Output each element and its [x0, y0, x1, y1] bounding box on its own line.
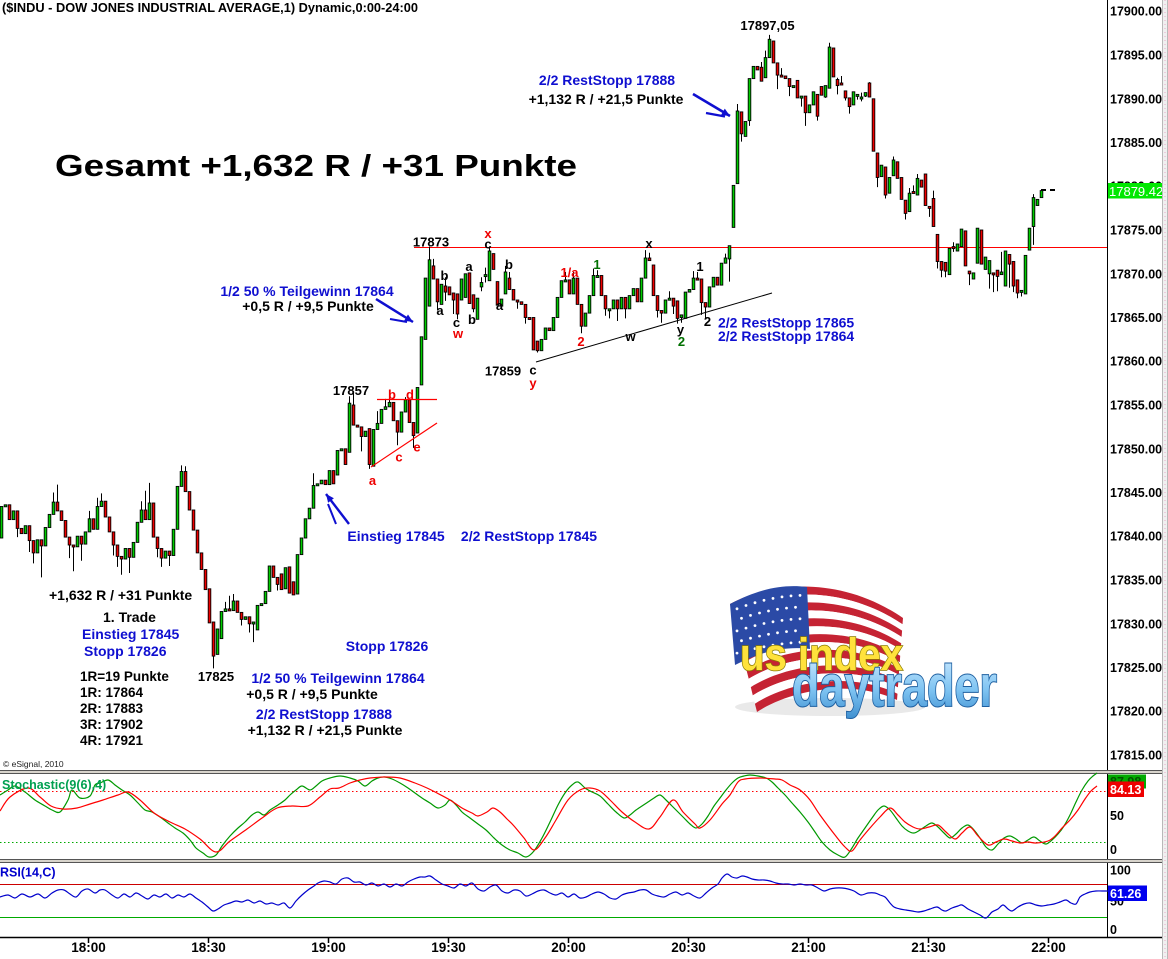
svg-text:1/2 50 % Teilgewinn 17864: 1/2 50 % Teilgewinn 17864 [251, 670, 424, 686]
svg-text:17870.00: 17870.00 [1110, 267, 1162, 281]
svg-text:1: 1 [593, 257, 600, 272]
svg-text:y: y [677, 322, 685, 337]
svg-text:18:30: 18:30 [191, 940, 226, 955]
svg-text:w: w [624, 329, 636, 344]
svg-text:+1,132 R / +21,5 Punkte: +1,132 R / +21,5 Punkte [529, 91, 684, 107]
svg-text:20:00: 20:00 [551, 940, 586, 955]
svg-text:1/a: 1/a [560, 265, 579, 280]
svg-text:17865.00: 17865.00 [1110, 311, 1162, 325]
svg-text:84.13: 84.13 [1110, 783, 1141, 797]
svg-text:3R: 17902: 3R: 17902 [80, 717, 143, 732]
svg-text:© eSignal, 2010: © eSignal, 2010 [3, 759, 64, 769]
svg-text:RSI(14,C): RSI(14,C) [0, 866, 56, 880]
svg-text:1R: 17864: 1R: 17864 [80, 685, 144, 700]
svg-text:21:30: 21:30 [911, 940, 946, 955]
svg-text:c: c [484, 237, 491, 252]
svg-text:c: c [453, 315, 460, 330]
svg-text:b: b [468, 312, 476, 327]
svg-text:($INDU - DOW JONES INDUSTRIAL: ($INDU - DOW JONES INDUSTRIAL AVERAGE,1)… [2, 1, 418, 15]
svg-text:Stopp 17826: Stopp 17826 [346, 638, 429, 654]
svg-text:x: x [645, 236, 653, 251]
svg-text:2: 2 [678, 334, 685, 349]
svg-text:17840.00: 17840.00 [1110, 530, 1162, 544]
svg-text:100: 100 [1110, 864, 1131, 878]
svg-text:17825.00: 17825.00 [1110, 661, 1162, 675]
svg-text:17850.00: 17850.00 [1110, 442, 1162, 456]
svg-text:a: a [465, 259, 473, 274]
svg-text:4R: 17921: 4R: 17921 [80, 733, 144, 748]
svg-text:c: c [395, 450, 402, 465]
svg-text:us index: us index [740, 629, 903, 680]
svg-text:x: x [484, 226, 492, 241]
svg-text:b: b [505, 257, 513, 272]
svg-text:2/2 RestStopp 17888: 2/2 RestStopp 17888 [256, 706, 392, 722]
svg-text:2/2 RestStopp 17845: 2/2 RestStopp 17845 [461, 528, 597, 544]
svg-text:b: b [441, 268, 449, 283]
svg-text:0: 0 [1110, 923, 1117, 937]
svg-text:Gesamt +1,632 R / +31 Punkte: Gesamt +1,632 R / +31 Punkte [55, 148, 577, 183]
svg-text:0: 0 [1110, 843, 1117, 857]
svg-text:17845.00: 17845.00 [1110, 486, 1162, 500]
svg-text:17890.00: 17890.00 [1110, 92, 1162, 106]
svg-text:2: 2 [704, 314, 711, 329]
svg-text:Einstieg 17845: Einstieg 17845 [347, 528, 444, 544]
svg-text:17820.00: 17820.00 [1110, 705, 1162, 719]
svg-text:2/2 RestStopp 17865: 2/2 RestStopp 17865 [718, 315, 854, 331]
svg-text:y: y [529, 376, 537, 391]
svg-text:20:30: 20:30 [671, 940, 706, 955]
svg-text:17860.00: 17860.00 [1110, 355, 1162, 369]
svg-text:17857: 17857 [333, 383, 369, 398]
svg-text:17900.00: 17900.00 [1110, 5, 1162, 19]
svg-text:c: c [529, 363, 536, 378]
svg-text:17825: 17825 [198, 669, 234, 684]
svg-text:a: a [496, 298, 504, 313]
svg-text:1R=19 Punkte: 1R=19 Punkte [80, 669, 169, 684]
svg-text:18:00: 18:00 [71, 940, 106, 955]
svg-text:17895.00: 17895.00 [1110, 49, 1162, 63]
svg-text:17830.00: 17830.00 [1110, 617, 1162, 631]
svg-text:17855.00: 17855.00 [1110, 399, 1162, 413]
svg-text:a: a [369, 473, 377, 488]
svg-text:+1,632 R / +31 Punkte: +1,632 R / +31 Punkte [49, 587, 192, 603]
svg-text:Stopp 17826: Stopp 17826 [84, 643, 167, 659]
svg-text:2R: 17883: 2R: 17883 [80, 701, 144, 716]
svg-text:17885.00: 17885.00 [1110, 136, 1162, 150]
svg-text:17897,05: 17897,05 [740, 18, 794, 33]
svg-text:22:00: 22:00 [1031, 940, 1066, 955]
svg-text:17875.00: 17875.00 [1110, 224, 1162, 238]
svg-text:17879.42: 17879.42 [1109, 184, 1163, 199]
svg-text:+1,132 R / +21,5 Punkte: +1,132 R / +21,5 Punkte [248, 722, 403, 738]
svg-text:daytrader: daytrader [792, 654, 997, 719]
svg-text:+0,5 R / +9,5 Punkte: +0,5 R / +9,5 Punkte [242, 298, 374, 314]
svg-text:1. Trade: 1. Trade [103, 609, 156, 625]
svg-text:a: a [436, 303, 444, 318]
svg-text:50: 50 [1110, 809, 1124, 823]
svg-text:2: 2 [577, 334, 584, 349]
svg-text:61.26: 61.26 [1110, 887, 1141, 901]
svg-text:e: e [413, 440, 420, 455]
svg-text:17859: 17859 [485, 364, 521, 379]
svg-text:19:00: 19:00 [311, 940, 346, 955]
svg-text:17815.00: 17815.00 [1110, 749, 1162, 763]
svg-text:21:00: 21:00 [791, 940, 826, 955]
svg-text:17835.00: 17835.00 [1110, 574, 1162, 588]
svg-text:+0,5 R / +9,5 Punkte: +0,5 R / +9,5 Punkte [246, 686, 378, 702]
svg-text:Einstieg 17845: Einstieg 17845 [82, 626, 179, 642]
svg-text:17873: 17873 [413, 235, 449, 250]
svg-text:2/2 RestStopp 17888: 2/2 RestStopp 17888 [539, 72, 675, 88]
svg-text:b: b [388, 387, 396, 402]
svg-text:w: w [452, 326, 464, 341]
svg-text:1: 1 [696, 259, 703, 274]
svg-text:Stochastic(9(6),4): Stochastic(9(6),4) [2, 778, 106, 792]
svg-text:d: d [406, 387, 414, 402]
svg-text:2/2 RestStopp 17864: 2/2 RestStopp 17864 [718, 328, 854, 344]
svg-text:19:30: 19:30 [431, 940, 466, 955]
svg-text:1/2 50 % Teilgewinn 17864: 1/2 50 % Teilgewinn 17864 [220, 283, 393, 299]
